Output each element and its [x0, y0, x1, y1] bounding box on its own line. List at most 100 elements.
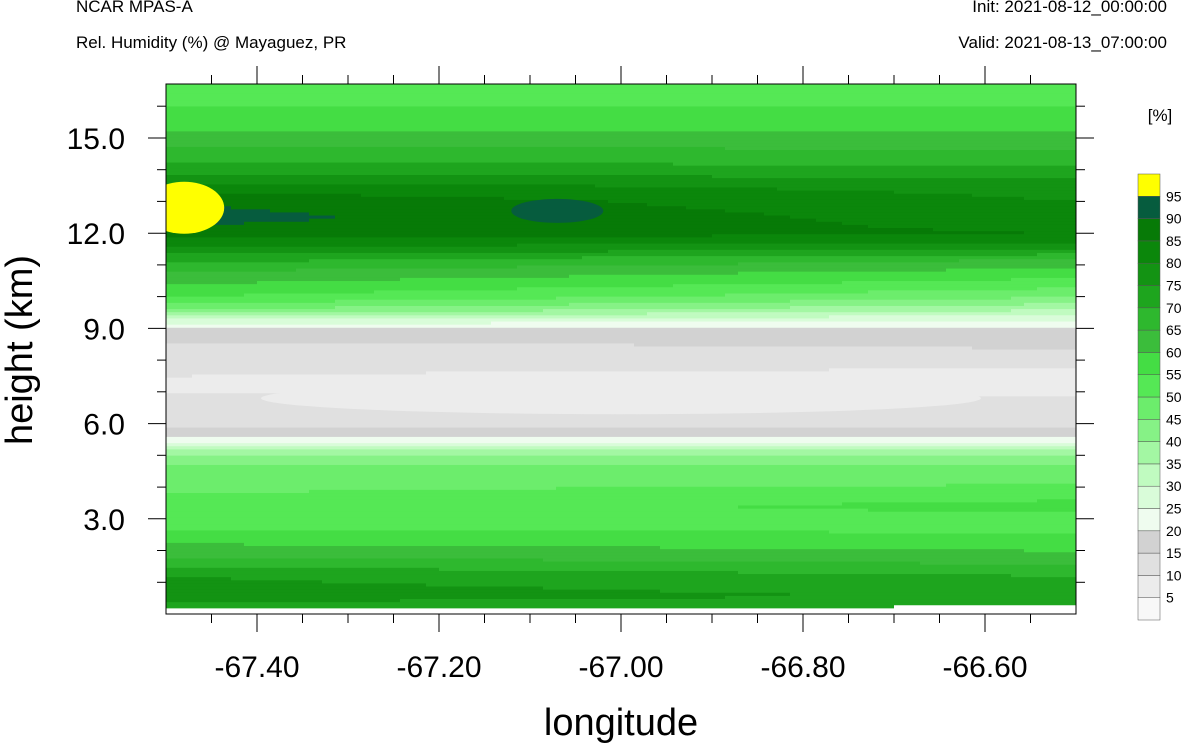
field-cell: [231, 345, 245, 350]
field-cell: [244, 486, 258, 490]
field-cell: [335, 214, 349, 219]
field-cell: [426, 99, 440, 104]
field-cell: [361, 495, 375, 500]
field-cell: [387, 573, 401, 578]
field-cell: [218, 233, 232, 238]
field-cell: [413, 127, 427, 132]
field-cell: [400, 345, 414, 350]
field-cell: [465, 445, 479, 450]
field-cell: [322, 127, 336, 132]
field-cell: [517, 576, 531, 581]
field-cell: [335, 161, 349, 166]
field-cell: [361, 367, 375, 372]
field-cell: [166, 408, 180, 412]
field-cell: [426, 102, 440, 107]
field-cell: [543, 520, 557, 525]
field-cell: [179, 561, 193, 565]
field-cell: [491, 548, 505, 553]
field-cell: [439, 214, 453, 219]
field-cell: [465, 292, 479, 297]
field-cell: [504, 299, 518, 303]
field-cell: [478, 601, 492, 606]
field-cell: [361, 361, 375, 366]
field-cell: [465, 504, 479, 509]
field-cell: [413, 161, 427, 166]
field-cell: [309, 152, 323, 157]
field-cell: [413, 355, 427, 359]
field-cell: [400, 140, 414, 144]
field-cell: [205, 271, 219, 275]
field-cell: [530, 168, 544, 172]
field-cell: [439, 445, 453, 450]
field-cell: [283, 358, 297, 363]
field-cell: [296, 99, 310, 104]
field-cell: [218, 161, 232, 166]
field-cell: [309, 373, 323, 378]
field-cell: [426, 442, 440, 447]
field-cell: [491, 177, 505, 182]
field-cell: [296, 236, 310, 241]
field-cell: [530, 592, 544, 596]
field-cell: [413, 190, 427, 194]
field-cell: [452, 542, 466, 547]
field-cell: [205, 451, 219, 456]
field-cell: [309, 233, 323, 238]
field-cell: [426, 115, 440, 119]
field-cell: [530, 286, 544, 291]
field-cell: [270, 486, 284, 490]
field-cell: [348, 168, 362, 172]
field-cell: [322, 149, 336, 154]
field-cell: [231, 458, 245, 462]
field-cell: [413, 221, 427, 225]
field-cell: [452, 564, 466, 568]
field-cell: [426, 93, 440, 98]
field-cell: [283, 526, 297, 531]
field-cell: [504, 174, 518, 179]
field-cell: [166, 124, 180, 129]
field-cell: [296, 133, 310, 138]
field-cell: [270, 601, 284, 606]
field-cell: [452, 358, 466, 363]
field-cell: [478, 193, 492, 197]
field-cell: [426, 464, 440, 469]
field-cell: [517, 158, 531, 163]
field-cell: [465, 595, 479, 600]
field-cell: [530, 557, 544, 562]
field-cell: [296, 582, 310, 587]
field-cell: [530, 349, 544, 353]
field-cell: [387, 501, 401, 506]
field-cell: [361, 458, 375, 462]
field-cell: [283, 336, 297, 341]
field-cell: [335, 224, 349, 229]
field-cell: [218, 511, 232, 515]
field-cell: [361, 218, 375, 222]
field-cell: [413, 564, 427, 568]
field-cell: [335, 426, 349, 431]
field-cell: [335, 536, 349, 540]
field-cell: [374, 311, 388, 316]
field-cell: [517, 492, 531, 497]
field-cell: [478, 283, 492, 288]
field-cell: [426, 526, 440, 531]
field-cell: [387, 336, 401, 341]
field-cell: [218, 607, 232, 612]
field-cell: [322, 252, 336, 257]
field-cell: [270, 333, 284, 338]
field-cell: [400, 479, 414, 484]
field-cell: [192, 112, 206, 116]
field-cell: [400, 436, 414, 441]
field-cell: [244, 417, 258, 422]
field-cell: [205, 305, 219, 310]
field-cell: [335, 511, 349, 515]
field-cell: [218, 504, 232, 509]
field-cell: [543, 436, 557, 441]
field-cell: [296, 171, 310, 176]
field-cell: [270, 84, 284, 88]
field-cell: [452, 127, 466, 132]
field-cell: [478, 517, 492, 522]
field-cell: [426, 130, 440, 135]
field-cell: [179, 483, 193, 487]
field-cell: [257, 299, 271, 303]
field-cell: [244, 345, 258, 350]
field-cell: [244, 140, 258, 144]
